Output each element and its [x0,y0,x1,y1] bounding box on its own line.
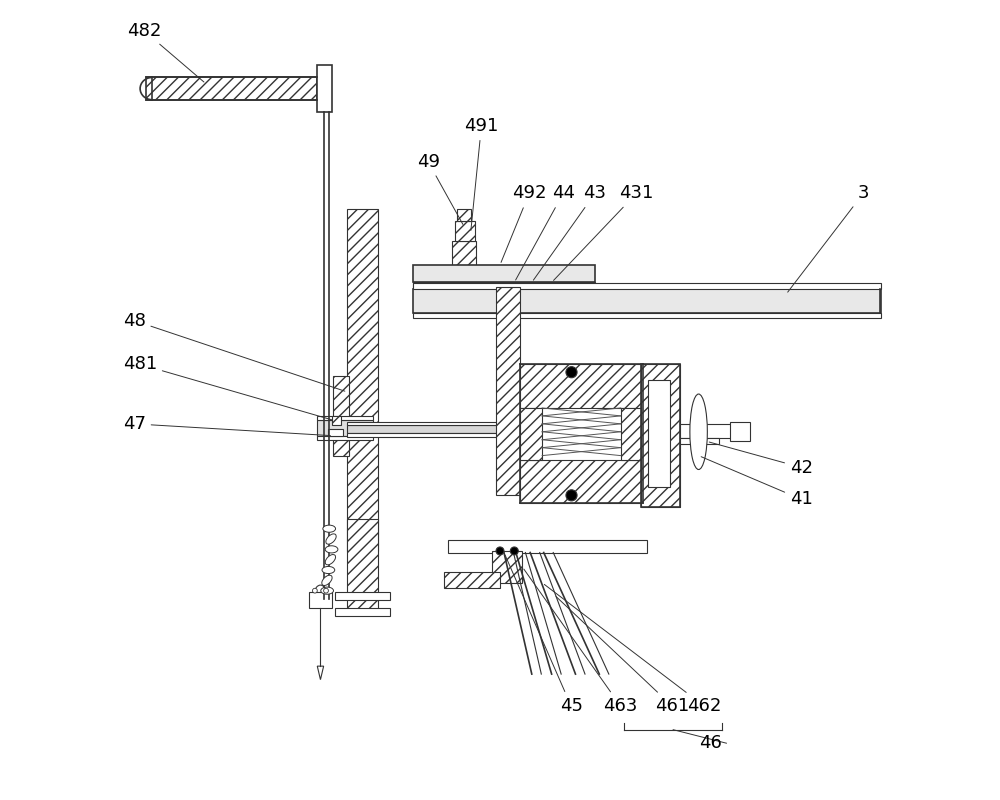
Text: 491: 491 [464,117,499,230]
Bar [648,380,670,487]
Bar [413,282,595,289]
Bar [347,519,378,610]
Polygon shape [317,666,324,680]
Bar [413,289,881,313]
Bar [335,592,390,600]
Text: 43: 43 [533,185,606,280]
Bar [455,222,475,241]
Bar [335,608,390,616]
Text: 45: 45 [505,555,583,715]
Circle shape [313,588,317,593]
Text: 492: 492 [501,185,546,262]
Bar [413,313,881,318]
Ellipse shape [321,587,333,594]
Text: 481: 481 [123,355,332,420]
Bar [444,572,500,588]
Circle shape [324,588,328,593]
Bar [520,364,643,408]
Text: 48: 48 [123,311,345,391]
Bar [317,416,373,420]
Bar [520,408,542,459]
Ellipse shape [322,575,332,586]
Bar [730,422,750,442]
Bar [413,265,595,282]
Bar [347,426,522,434]
Ellipse shape [690,394,707,470]
Bar [328,430,343,436]
Bar [452,241,476,265]
Circle shape [510,547,518,555]
Bar [680,424,739,438]
Bar [457,210,471,222]
Bar [146,78,317,100]
Ellipse shape [325,546,338,553]
Bar [492,551,522,582]
Bar [496,287,520,495]
Ellipse shape [325,554,336,565]
Bar [309,592,332,608]
Bar [317,420,373,436]
Bar [641,364,680,507]
Bar [317,65,332,113]
Bar [680,438,719,444]
Circle shape [566,490,577,501]
Text: 41: 41 [701,457,813,508]
Bar [347,434,522,437]
Bar [317,436,373,440]
Circle shape [496,547,504,555]
Bar [347,210,378,551]
Bar [413,283,881,289]
Text: 482: 482 [127,22,204,82]
Text: 44: 44 [516,185,575,280]
Bar [621,408,643,459]
Text: 47: 47 [123,415,330,435]
Text: 461: 461 [556,597,689,715]
Ellipse shape [323,525,336,532]
Text: 49: 49 [417,153,463,224]
Text: 431: 431 [554,185,654,281]
Bar [332,416,341,426]
Text: 462: 462 [544,585,721,715]
Bar [347,422,522,426]
Text: 3: 3 [788,185,869,292]
Bar [333,376,349,456]
Text: 42: 42 [709,442,813,477]
Text: 46: 46 [699,734,721,752]
Bar [448,540,647,553]
Text: 463: 463 [524,569,638,715]
Bar [641,364,680,507]
Circle shape [566,366,577,378]
Bar [520,459,643,503]
Ellipse shape [322,566,335,574]
Ellipse shape [326,534,336,544]
